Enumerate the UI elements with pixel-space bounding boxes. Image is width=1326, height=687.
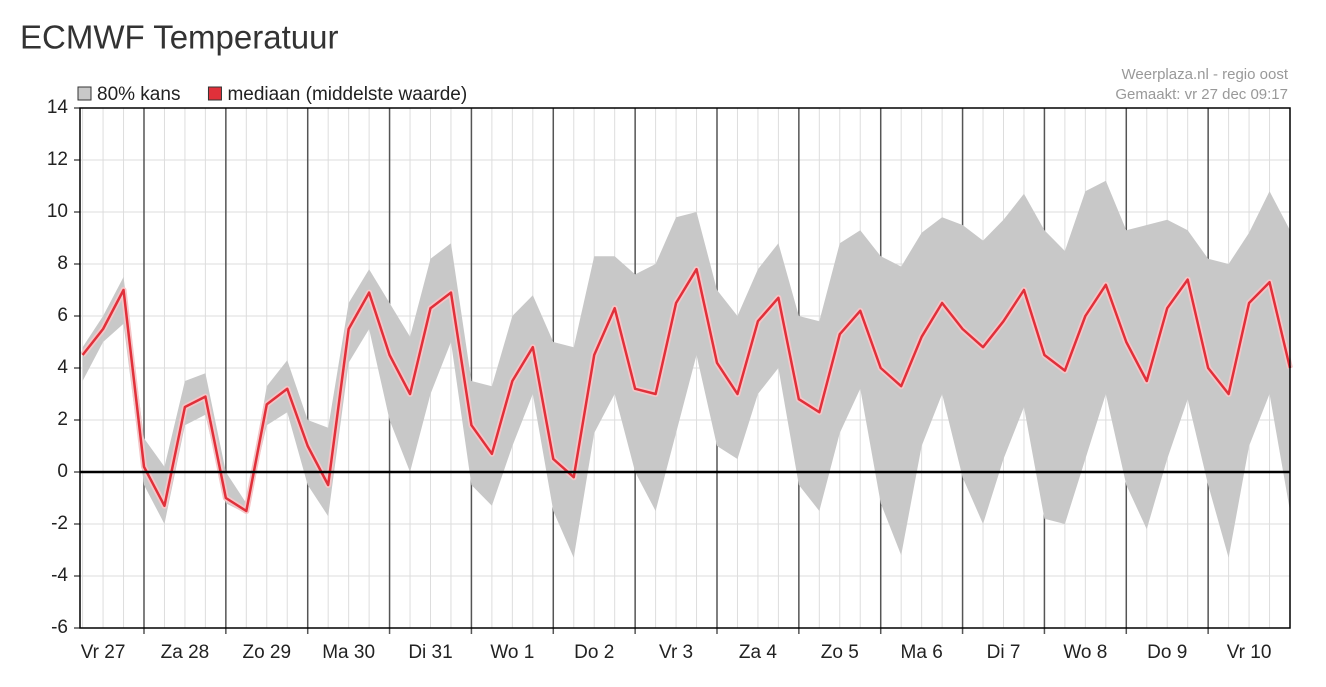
- x-tick-label: Di 7: [987, 642, 1021, 663]
- y-tick-label: 14: [47, 97, 69, 118]
- x-tick-label: Vr 10: [1227, 642, 1272, 663]
- x-tick-label: Za 28: [161, 642, 210, 663]
- x-tick-label: Zo 29: [242, 642, 291, 663]
- legend-swatch: [77, 86, 92, 101]
- x-tick-label: Wo 8: [1063, 642, 1107, 663]
- x-tick-label: Zo 5: [821, 642, 859, 663]
- y-tick-label: 10: [47, 201, 68, 222]
- made-note: Gemaakt: vr 27 dec 09:17: [1115, 86, 1288, 103]
- y-tick-label: 4: [57, 357, 68, 378]
- y-tick-label: 12: [47, 149, 68, 170]
- source-note: Weerplaza.nl - regio oost: [1122, 66, 1289, 83]
- x-tick-label: Ma 6: [901, 642, 943, 663]
- y-tick-label: 0: [57, 461, 68, 482]
- x-tick-label: Do 2: [574, 642, 614, 663]
- x-tick-label: Ma 30: [322, 642, 375, 663]
- x-tick-label: Za 4: [739, 642, 777, 663]
- x-tick-label: Di 31: [408, 642, 452, 663]
- range-band: [82, 180, 1291, 558]
- y-tick-label: 6: [57, 305, 68, 326]
- median-line: [81, 267, 1292, 513]
- y-tick-label: -4: [51, 565, 68, 586]
- legend-label: 80% kans: [97, 84, 180, 105]
- y-tick-label: -6: [51, 617, 68, 638]
- y-tick-label: -2: [51, 513, 68, 534]
- y-tick-label: 2: [57, 409, 68, 430]
- legend-swatch: [207, 86, 222, 101]
- x-tick-label: Vr 3: [659, 642, 693, 663]
- x-tick-label: Do 9: [1147, 642, 1187, 663]
- y-tick-label: 8: [57, 253, 68, 274]
- chart-title: ECMWF Temperatuur: [20, 19, 338, 56]
- x-tick-label: Wo 1: [490, 642, 534, 663]
- plot-frame: [79, 107, 1291, 629]
- x-tick-label: Vr 27: [81, 642, 126, 663]
- legend-label: mediaan (middelste waarde): [227, 84, 467, 105]
